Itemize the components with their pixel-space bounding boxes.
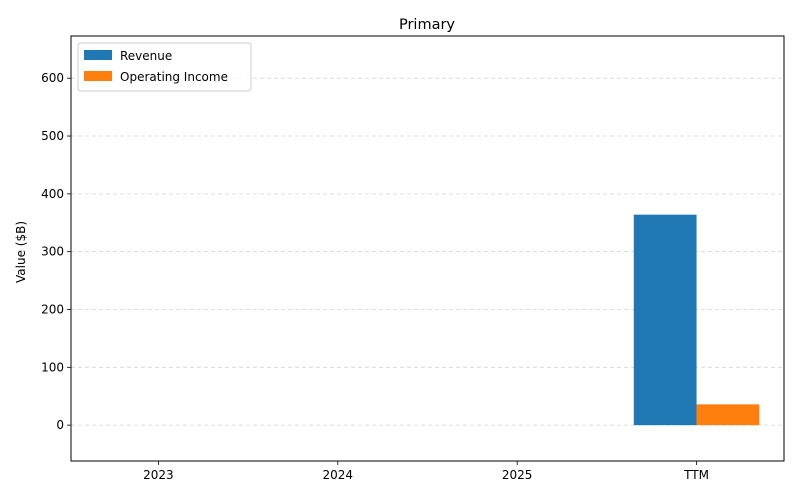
y-axis-label: Value ($B) [14, 221, 28, 283]
legend-label-operating-income: Operating Income [120, 70, 228, 84]
legend-swatch-revenue [84, 50, 112, 60]
legend-box [77, 42, 252, 92]
y-tick-label: 0 [56, 418, 64, 432]
y-tick-label: 300 [41, 245, 64, 259]
y-tick-label: 400 [41, 187, 64, 201]
chart-title: Primary [399, 17, 455, 33]
legend-label-revenue: Revenue [120, 49, 172, 63]
y-tick-label: 200 [41, 303, 64, 317]
legend-swatch-operating-income [84, 71, 112, 81]
bars [633, 214, 760, 426]
y-tick-label: 600 [41, 71, 64, 85]
x-tick-label: TTM [683, 468, 709, 482]
x-ticks: 2023 2024 2025 TTM [143, 461, 709, 482]
bar-revenue [633, 214, 697, 426]
legend: Revenue Operating Income [77, 42, 252, 92]
y-tick-label: 500 [41, 129, 64, 143]
x-tick-label: 2023 [143, 468, 174, 482]
plot-frame [70, 35, 785, 462]
y-tick-label: 100 [41, 360, 64, 374]
bar-operating-income [696, 404, 760, 426]
x-tick-label: 2024 [323, 468, 354, 482]
x-tick-label: 2025 [502, 468, 533, 482]
y-ticks: 0 100 200 300 400 500 600 [41, 71, 71, 432]
